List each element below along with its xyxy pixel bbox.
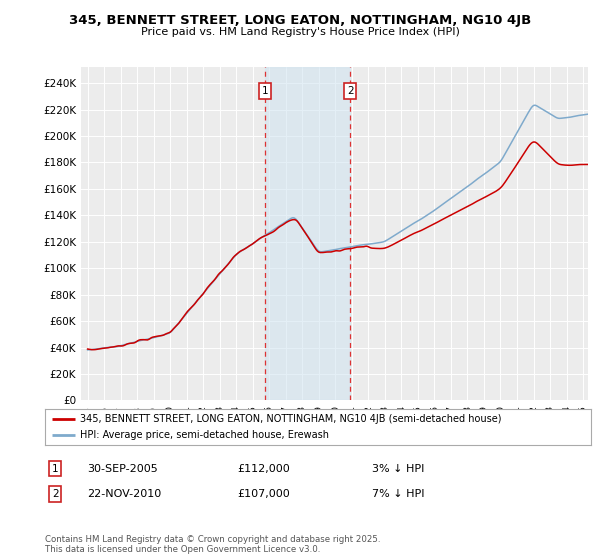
Text: 30-SEP-2005: 30-SEP-2005 (87, 464, 158, 474)
Text: 2: 2 (347, 86, 353, 96)
Text: 2: 2 (52, 489, 59, 499)
Text: HPI: Average price, semi-detached house, Erewash: HPI: Average price, semi-detached house,… (80, 431, 329, 440)
Text: 22-NOV-2010: 22-NOV-2010 (87, 489, 161, 499)
Text: 7% ↓ HPI: 7% ↓ HPI (372, 489, 425, 499)
Text: 1: 1 (262, 86, 268, 96)
Text: £107,000: £107,000 (237, 489, 290, 499)
Text: 345, BENNETT STREET, LONG EATON, NOTTINGHAM, NG10 4JB (semi-detached house): 345, BENNETT STREET, LONG EATON, NOTTING… (80, 414, 502, 423)
Text: Contains HM Land Registry data © Crown copyright and database right 2025.
This d: Contains HM Land Registry data © Crown c… (45, 535, 380, 554)
Bar (265, 67, 350, 400)
Text: £112,000: £112,000 (237, 464, 290, 474)
Text: Price paid vs. HM Land Registry's House Price Index (HPI): Price paid vs. HM Land Registry's House … (140, 27, 460, 37)
Text: 345, BENNETT STREET, LONG EATON, NOTTINGHAM, NG10 4JB: 345, BENNETT STREET, LONG EATON, NOTTING… (69, 14, 531, 27)
Text: 1: 1 (52, 464, 59, 474)
Text: 3% ↓ HPI: 3% ↓ HPI (372, 464, 424, 474)
